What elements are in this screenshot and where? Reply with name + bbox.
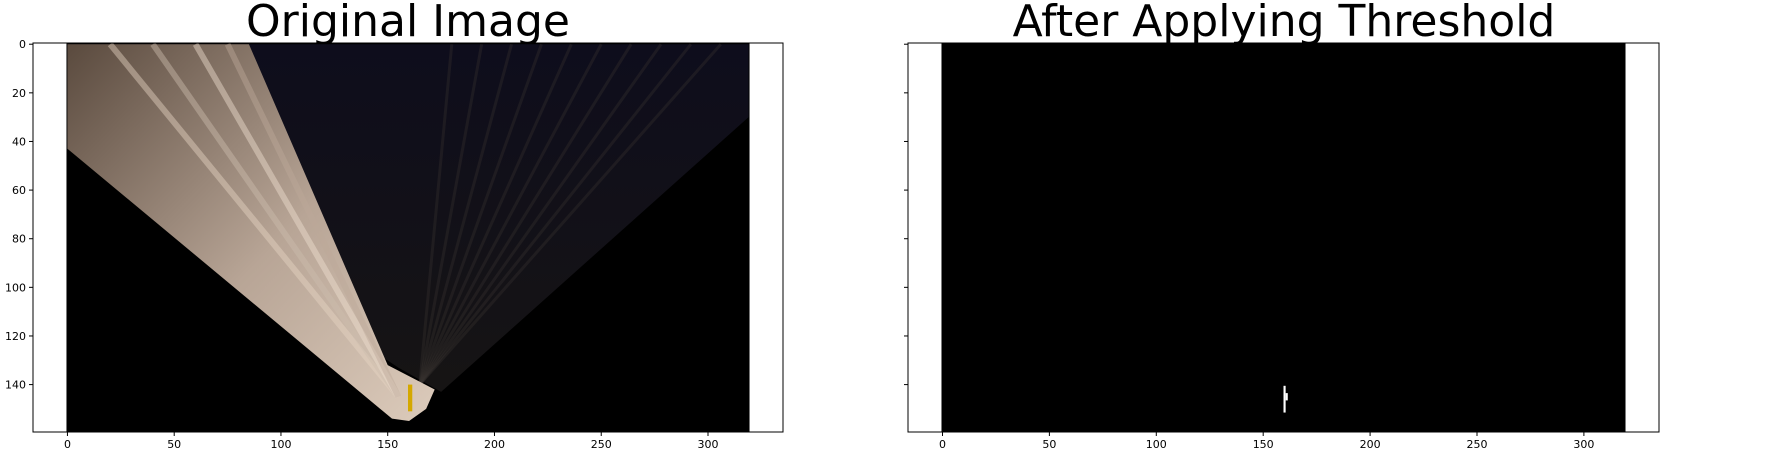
ray-streak — [418, 43, 693, 386]
x-tick-label: 50 — [167, 438, 181, 451]
threshold-image-plot: 0 50 100 150 200 250 300 — [904, 42, 1660, 451]
y-tick-label: 40 — [12, 135, 26, 148]
ray-streak — [418, 43, 484, 385]
original-image — [66, 43, 750, 432]
ray-streak — [418, 43, 514, 385]
ray-streak — [418, 43, 543, 386]
x-tick-label: 100 — [1146, 438, 1167, 451]
x-tick-label: 50 — [1042, 438, 1056, 451]
threshold-white-pixel — [1285, 393, 1288, 401]
x-tick-label: 100 — [270, 438, 291, 451]
x-tick-label: 200 — [484, 438, 505, 451]
x-tick-label: 150 — [377, 438, 398, 451]
y-axis-ticks: 0 20 40 60 80 100 120 140 — [5, 38, 33, 392]
panel-title: Original Image — [246, 0, 570, 47]
x-tick-label: 0 — [939, 438, 946, 451]
image-background — [941, 43, 1626, 432]
threshold-image — [941, 43, 1626, 432]
x-tick-label: 150 — [1253, 438, 1274, 451]
road-streak — [224, 43, 402, 399]
x-tick-label: 200 — [1360, 438, 1381, 451]
threshold-white-pixel — [1283, 385, 1286, 413]
y-tick-label: 140 — [5, 379, 26, 392]
ray-streak — [418, 44, 454, 385]
y-tick-label: 60 — [12, 184, 26, 197]
y-tick-label: 120 — [5, 330, 26, 343]
ray-streak — [418, 43, 633, 386]
ray-streak — [418, 43, 573, 386]
panel-threshold-image: After Applying Threshold 0 50 100 150 200 250… — [885, 0, 1771, 457]
x-axis-ticks: 0 50 100 150 200 250 300 — [939, 432, 1594, 451]
ray-streak — [418, 43, 603, 386]
road-streak — [150, 43, 401, 399]
x-tick-label: 300 — [697, 438, 718, 451]
x-tick-label: 300 — [1573, 438, 1594, 451]
x-tick-label: 0 — [64, 438, 71, 451]
y-tick-label: 0 — [19, 38, 26, 51]
y-tick-label: 20 — [12, 87, 26, 100]
road-streak — [192, 43, 401, 399]
panel-title: After Applying Threshold — [1012, 0, 1556, 47]
ray-streak — [418, 43, 663, 386]
x-axis-ticks: 0 50 100 150 200 250 300 — [64, 432, 718, 451]
yellow-marker — [408, 384, 413, 412]
road-surface-fan — [67, 44, 435, 422]
ray-streak — [418, 43, 722, 386]
axes-border — [907, 42, 1660, 433]
y-tick-label: 80 — [12, 233, 26, 246]
x-tick-label: 250 — [591, 438, 612, 451]
original-image-plot: 0 50 100 150 200 250 300 0 20 40 60 80 100 120 140 — [5, 38, 784, 451]
road-streak — [107, 43, 401, 399]
y-axis-ticks — [904, 43, 908, 386]
axes-border — [32, 42, 784, 433]
x-tick-label: 250 — [1466, 438, 1487, 451]
y-tick-label: 100 — [5, 281, 26, 294]
panel-original-image: Original Image 0 50 100 150 200 250 300 0 20 40 6… — [0, 0, 885, 457]
